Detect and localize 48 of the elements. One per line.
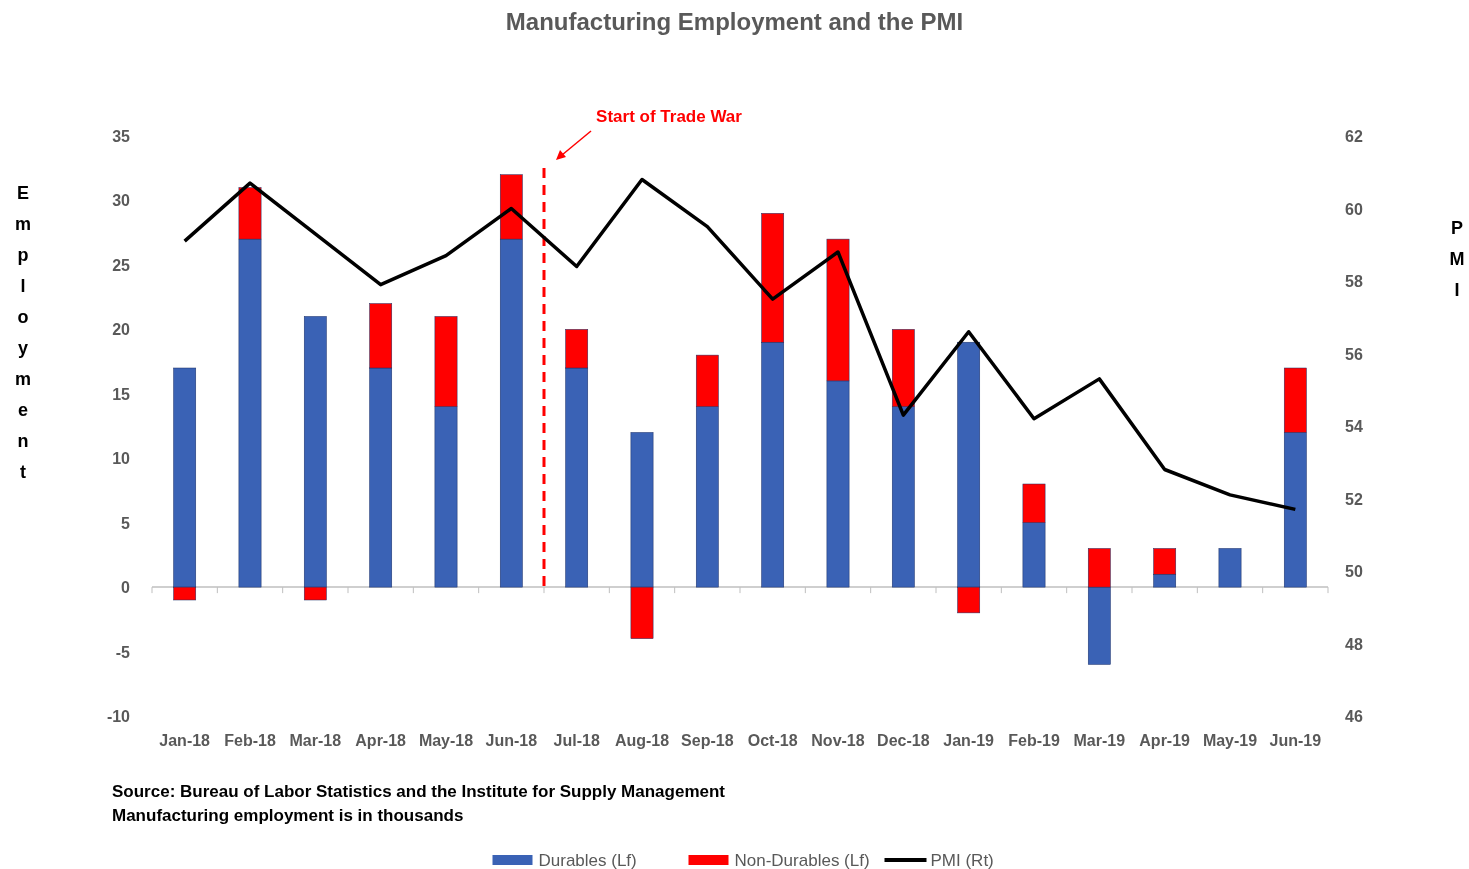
x-tick-label: Mar-19 <box>1073 732 1126 749</box>
y2-tick-label: 54 <box>1345 418 1363 435</box>
legend-label: PMI (Rt) <box>930 851 994 869</box>
y-tick-label: 35 <box>112 128 131 145</box>
x-tick-label: Aug-18 <box>614 732 670 749</box>
x-tick-label: Jul-18 <box>553 732 600 749</box>
y2-axis-title: PMI <box>1449 218 1465 300</box>
text: Manufacturing employment is in thousands <box>112 806 464 825</box>
source-note: Source: Bureau of Labor Statistics and the Institute for Supply Management <box>112 782 726 801</box>
line-series <box>182 177 1298 512</box>
text: Employment <box>14 182 32 482</box>
y2-tick-label: 62 <box>1345 128 1363 145</box>
x-tick-label: Sep-18 <box>681 732 734 749</box>
x-tick-label: Jan-18 <box>159 732 211 749</box>
x-tick-label: Oct-18 <box>747 732 798 749</box>
y-tick-label: 0 <box>121 579 131 597</box>
x-tick-label: Apr-19 <box>1139 732 1191 749</box>
y-tick-label: 5 <box>121 514 131 532</box>
ref-line-label: Start of Trade War <box>596 107 743 126</box>
y2-tick-label: 60 <box>1345 200 1363 218</box>
x-tick-label: Jun-19 <box>1269 732 1322 749</box>
y-tick-label: 25 <box>112 256 131 274</box>
y-tick-label: 20 <box>112 321 131 339</box>
y2-tick-label: 52 <box>1345 490 1363 508</box>
y2-tick-label: 46 <box>1345 708 1363 725</box>
y2-tick-label: 50 <box>1345 563 1363 580</box>
y-tick-label: 30 <box>112 192 131 210</box>
x-tick-label: Feb-19 <box>1008 732 1060 749</box>
x-tick-label: May-19 <box>1202 732 1258 749</box>
x-tick-label: May-18 <box>418 732 474 749</box>
x-tick-label: Feb-18 <box>224 732 276 749</box>
bar <box>1218 548 1242 588</box>
y2-tick-label: 58 <box>1345 273 1363 290</box>
x-tick-label: Jun-18 <box>485 732 538 749</box>
x-tick-label: Apr-18 <box>355 732 407 749</box>
x-tick-label: Dec-18 <box>877 732 930 749</box>
y2-tick-label: 56 <box>1345 345 1363 363</box>
x-tick-label: Jan-19 <box>943 732 995 749</box>
y-tick-label: 10 <box>112 450 131 468</box>
legend-label: Non-Durables (Lf) <box>734 851 870 869</box>
legend-label: Durables (Lf) <box>538 851 637 869</box>
y2-tick-label: 48 <box>1345 635 1363 653</box>
y-tick-label: -5 <box>115 643 131 661</box>
x-tick-label: Nov-18 <box>811 732 865 749</box>
y-tick-label: -10 <box>106 708 131 725</box>
chart-title: Manufacturing Employment and the PMI <box>505 8 964 35</box>
y-tick-label: 15 <box>112 385 131 403</box>
x-tick-label: Mar-18 <box>289 732 342 749</box>
